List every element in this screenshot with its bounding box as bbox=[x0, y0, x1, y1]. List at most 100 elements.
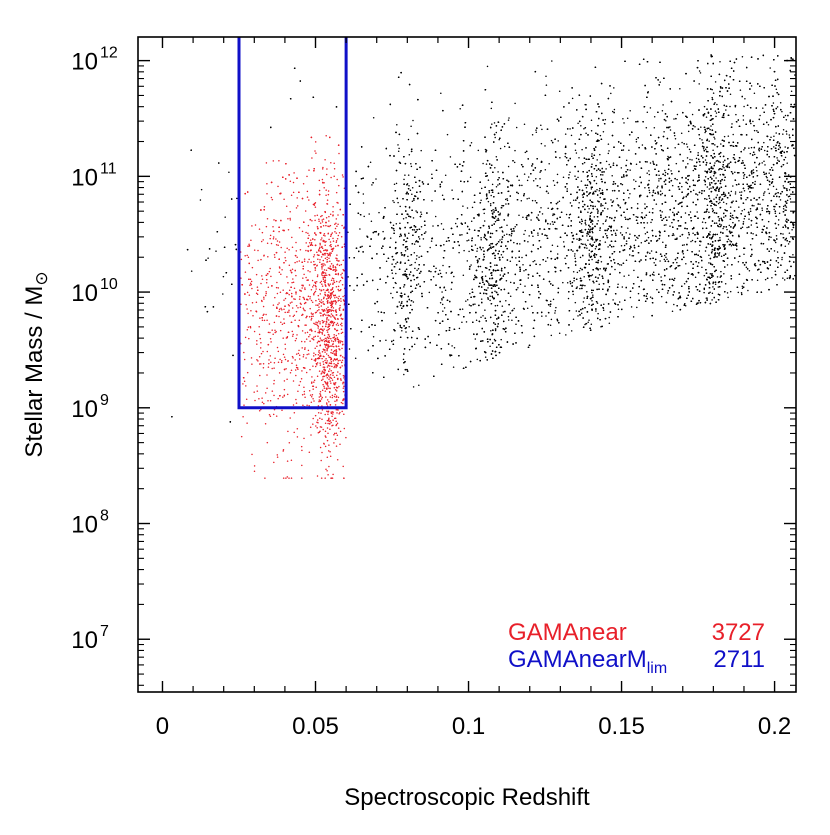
galaxy-point bbox=[527, 176, 530, 178]
galaxy-point bbox=[752, 187, 754, 189]
galaxy-point bbox=[614, 268, 616, 271]
galaxy-point bbox=[545, 260, 547, 263]
galaxy-point bbox=[552, 214, 554, 217]
galaxy-point bbox=[412, 217, 415, 219]
galaxy-point bbox=[489, 203, 492, 205]
galaxy-point bbox=[494, 264, 496, 266]
galaxy-point bbox=[741, 226, 744, 228]
galaxy-point bbox=[776, 157, 778, 159]
galaxy-point bbox=[658, 178, 660, 180]
galaxy-point bbox=[591, 231, 594, 234]
galaxy-point bbox=[435, 267, 437, 270]
galaxy-point bbox=[484, 309, 486, 311]
galaxy-point bbox=[602, 222, 604, 225]
galaxy-point bbox=[394, 281, 397, 284]
galaxy-point bbox=[794, 274, 796, 277]
galaxy-point bbox=[750, 224, 753, 226]
galaxy-point bbox=[476, 358, 479, 361]
galaxy-point bbox=[377, 311, 380, 313]
galaxy-point bbox=[476, 261, 479, 264]
galaxy-point bbox=[509, 281, 512, 284]
galaxy-point bbox=[722, 201, 725, 203]
galaxy-point bbox=[650, 250, 653, 252]
galaxy-point bbox=[782, 277, 784, 279]
galaxy-point bbox=[681, 244, 684, 247]
galaxy-point bbox=[527, 213, 530, 216]
galaxy-point bbox=[442, 310, 444, 312]
galaxy-point bbox=[711, 292, 714, 295]
galaxy-point bbox=[756, 207, 759, 209]
galaxy-point bbox=[599, 267, 601, 270]
gamanear-point bbox=[325, 135, 327, 137]
galaxy-point bbox=[494, 304, 497, 307]
galaxy-point bbox=[458, 327, 461, 330]
galaxy-point bbox=[607, 143, 610, 145]
galaxy-point bbox=[656, 288, 658, 291]
galaxy-point bbox=[706, 186, 709, 188]
galaxy-point bbox=[767, 188, 769, 190]
galaxy-point bbox=[420, 225, 423, 228]
galaxy-point bbox=[588, 303, 590, 306]
galaxy-point bbox=[395, 223, 398, 225]
galaxy-point bbox=[729, 93, 732, 95]
galaxy-point bbox=[739, 89, 742, 91]
galaxy-point bbox=[782, 233, 784, 235]
galaxy-point bbox=[770, 236, 772, 238]
galaxy-point bbox=[572, 271, 575, 273]
galaxy-point bbox=[641, 211, 643, 214]
galaxy-point bbox=[407, 255, 409, 258]
galaxy-point bbox=[599, 153, 601, 156]
galaxy-point bbox=[672, 211, 674, 214]
galaxy-point bbox=[611, 110, 614, 113]
galaxy-point bbox=[717, 293, 720, 296]
galaxy-point bbox=[701, 266, 703, 268]
galaxy-point bbox=[589, 212, 592, 215]
galaxy-point bbox=[745, 266, 748, 269]
galaxy-point bbox=[636, 236, 638, 238]
galaxy-point bbox=[409, 304, 412, 307]
galaxy-point bbox=[430, 270, 432, 273]
galaxy-point bbox=[715, 204, 717, 207]
galaxy-point bbox=[623, 244, 626, 247]
galaxy-point bbox=[398, 301, 401, 303]
galaxy-point bbox=[707, 151, 709, 153]
galaxy-point bbox=[745, 198, 747, 201]
galaxy-point bbox=[732, 217, 735, 219]
galaxy-point bbox=[548, 162, 550, 165]
galaxy-point bbox=[716, 194, 719, 196]
galaxy-point bbox=[515, 257, 517, 259]
galaxy-point bbox=[725, 203, 728, 205]
galaxy-point bbox=[786, 162, 788, 164]
galaxy-point bbox=[720, 270, 722, 273]
galaxy-point bbox=[483, 220, 486, 222]
galaxy-point bbox=[704, 221, 707, 224]
galaxy-point bbox=[744, 98, 746, 100]
galaxy-point bbox=[738, 206, 740, 208]
galaxy-point bbox=[646, 161, 648, 163]
galaxy-point bbox=[506, 199, 509, 202]
galaxy-point bbox=[422, 238, 425, 240]
galaxy-point bbox=[785, 118, 788, 121]
galaxy-point bbox=[680, 132, 683, 135]
galaxy-point bbox=[587, 233, 590, 235]
galaxy-point bbox=[708, 140, 710, 142]
galaxy-point bbox=[628, 254, 631, 256]
galaxy-point bbox=[734, 191, 737, 193]
galaxy-point bbox=[687, 162, 689, 165]
galaxy-point bbox=[493, 338, 496, 341]
galaxy-point bbox=[494, 329, 497, 332]
galaxy-point bbox=[507, 315, 510, 318]
galaxy-point bbox=[706, 204, 709, 207]
galaxy-point bbox=[623, 122, 625, 124]
galaxy-point bbox=[482, 315, 484, 317]
galaxy-point bbox=[610, 92, 612, 95]
galaxy-point bbox=[565, 334, 567, 336]
gamanear-point bbox=[314, 150, 316, 152]
galaxy-point bbox=[489, 295, 491, 297]
galaxy-point bbox=[451, 189, 453, 191]
galaxy-point bbox=[659, 81, 661, 83]
galaxy-point bbox=[224, 216, 226, 218]
galaxy-point bbox=[489, 345, 491, 348]
galaxy-point bbox=[420, 149, 422, 152]
galaxy-point bbox=[762, 107, 764, 109]
